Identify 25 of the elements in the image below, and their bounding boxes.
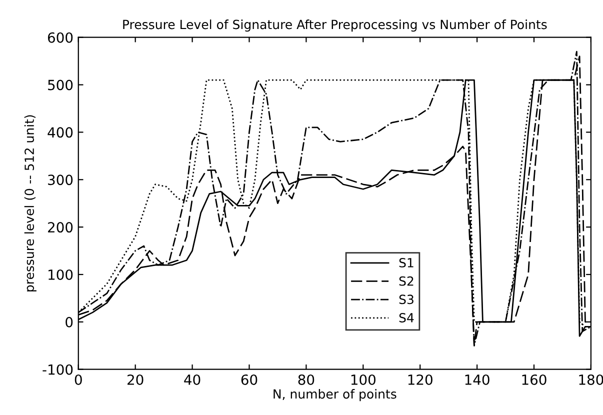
legend-label: S4 [399, 313, 414, 322]
legend-label: S2 [399, 276, 414, 286]
y-axis-title: pressure level (0 -- 512 unit) [24, 115, 36, 292]
chart-title: Pressure Level of Signature After Preprocessing vs Number of Points [123, 20, 547, 32]
x-tick-label: 120 [408, 374, 432, 385]
x-axis-title: N, number of points [274, 389, 396, 402]
x-tick-label: 160 [522, 374, 546, 385]
x-tick-label: 40 [184, 374, 200, 385]
y-tick-label: 400 [48, 127, 73, 138]
legend-label: S3 [399, 294, 414, 304]
legend-label: S1 [399, 258, 414, 268]
y-tick-label: 200 [48, 222, 73, 233]
y-tick-label: 100 [48, 269, 73, 280]
x-tick-label: 100 [351, 374, 376, 385]
x-tick-label: 20 [128, 374, 144, 385]
y-tick-label: 300 [48, 174, 73, 186]
y-tick-label: -100 [42, 364, 73, 375]
x-tick-label: 60 [241, 374, 258, 385]
x-tick-label: 140 [465, 374, 490, 385]
y-tick-label: 600 [48, 32, 73, 43]
y-tick-label: 0 [66, 316, 73, 328]
x-tick-label: 0 [74, 374, 82, 385]
x-tick-label: 180 [579, 374, 603, 385]
y-tick-label: 500 [48, 80, 73, 90]
x-tick-label: 80 [298, 374, 314, 385]
